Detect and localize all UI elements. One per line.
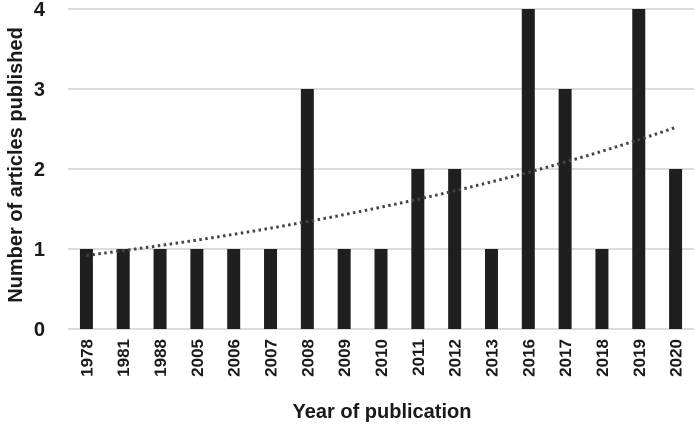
x-tick-label: 2019 xyxy=(630,339,649,377)
bars xyxy=(79,9,683,329)
x-tick-label: 1978 xyxy=(77,339,96,377)
trend-line xyxy=(86,125,677,257)
gridlines xyxy=(68,8,694,330)
x-tick-label: 2017 xyxy=(556,339,575,377)
x-tick-label: 2013 xyxy=(482,339,501,377)
x-tick-label: 2008 xyxy=(298,339,317,377)
y-tick-labels: 0 1 2 3 4 xyxy=(34,0,46,341)
x-tick-label: 2005 xyxy=(188,339,207,377)
bar-1978 xyxy=(79,249,93,329)
bar-2016 xyxy=(521,9,535,329)
x-tick-label: 1981 xyxy=(114,339,133,377)
bar-2017 xyxy=(558,89,572,329)
bar-2018 xyxy=(595,249,609,329)
y-tick-label: 0 xyxy=(34,319,45,341)
x-tick-labels: 1978 1981 1988 2005 2006 2007 2008 2009 2010 2011… xyxy=(77,339,685,377)
x-tick-label: 2011 xyxy=(409,339,428,376)
x-axis-title: Year of publication xyxy=(293,401,472,423)
x-tick-label: 2006 xyxy=(225,339,244,377)
bar-2012 xyxy=(448,169,462,329)
x-tick-label: 2010 xyxy=(372,339,391,377)
bar-2019 xyxy=(632,9,646,329)
bar-2011 xyxy=(411,169,425,329)
y-tick-label: 1 xyxy=(34,239,45,261)
x-tick-label: 2007 xyxy=(262,339,281,377)
x-tick-label: 2020 xyxy=(667,339,686,377)
bar-1981 xyxy=(116,249,130,329)
bar-2009 xyxy=(337,249,351,329)
y-tick-label: 2 xyxy=(34,159,45,181)
y-axis-title: Number of articles published xyxy=(5,27,27,303)
bar-2006 xyxy=(227,249,241,329)
bar-2008 xyxy=(300,89,314,329)
x-tick-label: 2012 xyxy=(446,339,465,377)
bar-2020 xyxy=(669,169,683,329)
bar-2005 xyxy=(190,249,204,329)
bar-2013 xyxy=(484,249,498,329)
bar-1988 xyxy=(153,249,167,329)
y-tick-label: 4 xyxy=(34,0,46,21)
y-tick-label: 3 xyxy=(34,79,45,101)
x-tick-label: 2009 xyxy=(335,339,354,377)
bar-2010 xyxy=(374,249,388,329)
x-tick-label: 1988 xyxy=(151,339,170,377)
x-tick-label: 2018 xyxy=(593,339,612,377)
x-tick-label: 2016 xyxy=(519,339,538,377)
bar-2007 xyxy=(264,249,278,329)
